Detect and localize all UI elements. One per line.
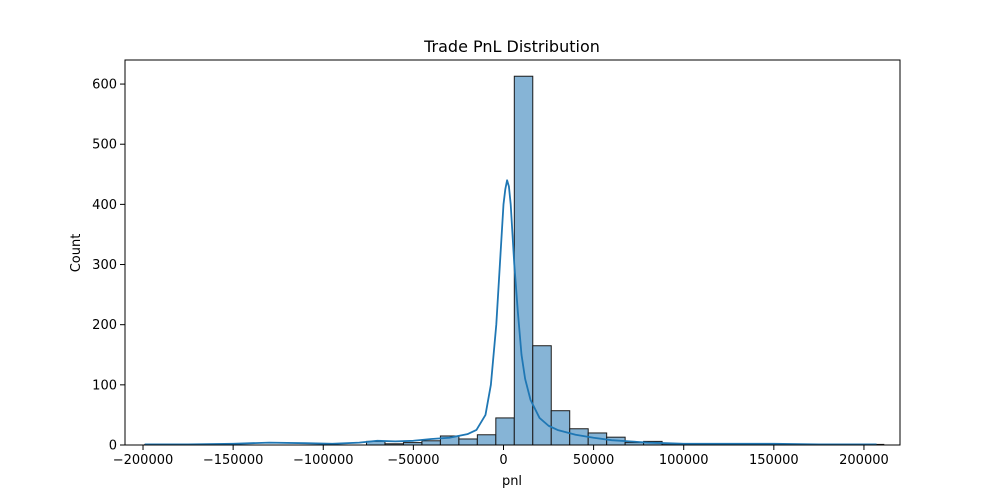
histogram-bar bbox=[458, 438, 478, 446]
x-tick-label: 150000 bbox=[749, 453, 799, 468]
histogram-bar bbox=[476, 434, 497, 446]
x-tick-label: −200000 bbox=[113, 453, 174, 468]
y-axis-ticks: 0 100 200 300 400 500 600 bbox=[92, 78, 125, 454]
x-tick-label: 50000 bbox=[573, 453, 614, 468]
x-tick-label: −100000 bbox=[293, 453, 354, 468]
y-tick-label: 400 bbox=[92, 198, 117, 213]
x-tick-label: −50000 bbox=[387, 453, 439, 468]
y-tick-label: 100 bbox=[92, 378, 117, 393]
x-tick-label: −150000 bbox=[203, 453, 264, 468]
x-tick-label: 0 bbox=[499, 453, 507, 468]
histogram-bar bbox=[495, 417, 515, 446]
chart-title: Trade PnL Distribution bbox=[423, 37, 600, 56]
y-tick-label: 600 bbox=[92, 78, 117, 93]
x-tick-label: 100000 bbox=[659, 453, 709, 468]
y-tick-label: 0 bbox=[109, 439, 117, 454]
plot-area-frame bbox=[124, 59, 901, 446]
x-axis-label: pnl bbox=[502, 474, 522, 489]
y-tick-label: 300 bbox=[92, 258, 117, 273]
y-tick-label: 500 bbox=[92, 138, 117, 153]
x-axis-ticks: −200000 −150000 −100000 −50000 0 50000 100000 1… bbox=[113, 445, 889, 468]
y-axis-label: Count bbox=[69, 234, 84, 273]
histogram-bar bbox=[532, 345, 552, 446]
kde-curve-group bbox=[144, 179, 877, 446]
x-tick-label: 200000 bbox=[839, 453, 889, 468]
kde-curve bbox=[144, 179, 877, 446]
histogram-bar bbox=[421, 440, 441, 446]
y-tick-label: 200 bbox=[92, 318, 117, 333]
histogram-bar bbox=[513, 75, 534, 446]
